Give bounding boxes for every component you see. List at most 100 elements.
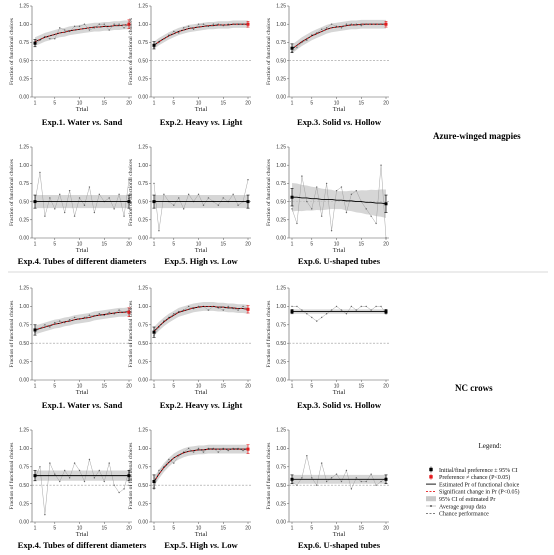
average-data-point: [227, 449, 229, 452]
endpoint-marker: [246, 200, 250, 204]
x-tick-label: 15: [220, 242, 226, 248]
y-tick-label: 0.00: [276, 236, 286, 242]
average-data-point: [93, 477, 96, 479]
panel-title-part: Exp.5. High: [164, 256, 208, 266]
x-tick-label: 1: [291, 526, 294, 532]
average-data-point: [63, 211, 66, 214]
endpoint-marker: [290, 195, 294, 199]
average-data-point: [182, 208, 185, 210]
average-data-point: [375, 222, 377, 225]
y-axis-label: Fraction of functional choices: [127, 18, 134, 85]
y-tick-label: 0.25: [138, 501, 148, 507]
panel-title-part: Exp.5. High: [164, 540, 208, 550]
average-data-point: [54, 38, 56, 40]
ci-band: [154, 444, 248, 486]
average-data-point: [197, 447, 200, 450]
x-tick-label: 15: [101, 384, 107, 390]
x-tick-label: 20: [245, 384, 251, 390]
average-data-point: [123, 27, 125, 29]
average-data-point: [103, 480, 105, 483]
legend-item-initial-final: Initial/final preference ± 95% CI: [429, 466, 518, 474]
y-tick-label: 1.00: [19, 22, 29, 28]
average-data-point: [108, 311, 110, 313]
panel-title: Exp.2. Heavy vs. Light: [160, 117, 243, 127]
average-data-point: [306, 39, 308, 41]
endpoint-marker: [246, 22, 250, 26]
average-data-point: [345, 469, 348, 472]
x-tick-label: 1: [34, 242, 37, 248]
average-data-point: [63, 469, 66, 472]
y-tick-label: 1.25: [138, 286, 148, 292]
average-data-point: [311, 477, 313, 479]
average-data-point: [59, 27, 61, 29]
y-tick-label: 0.75: [138, 181, 148, 187]
average-data-point: [355, 309, 358, 311]
average-data-point: [350, 193, 353, 196]
x-tick-label: 15: [101, 101, 107, 107]
endpoint-marker: [127, 200, 131, 204]
x-tick-label: 10: [334, 101, 340, 107]
average-data-point: [335, 473, 338, 475]
ci-band: [154, 301, 248, 336]
average-data-point: [291, 305, 293, 308]
average-data-point: [365, 305, 367, 308]
y-tick-label: 0.50: [19, 199, 29, 205]
average-data-point: [340, 186, 343, 188]
x-tick-label: 10: [77, 384, 83, 390]
x-tick-label: 5: [53, 242, 56, 248]
y-tick-label: 0.75: [19, 465, 29, 471]
average-data-point: [207, 197, 210, 199]
panel-title-part: Light: [222, 400, 242, 410]
average-data-point: [88, 29, 91, 31]
average-data-point: [123, 488, 125, 490]
x-tick-label: 5: [310, 101, 313, 107]
average-data-point: [306, 455, 308, 457]
legend-swatch-point: [430, 505, 432, 507]
y-tick-label: 0.25: [276, 77, 286, 83]
average-data-point: [380, 480, 382, 483]
average-data-point: [113, 208, 115, 210]
y-tick-label: 0.75: [19, 323, 29, 329]
endpoint-marker: [384, 310, 388, 314]
x-axis-label: Trial: [76, 106, 89, 113]
panel-title: Exp.5. High vs. Low: [164, 256, 238, 266]
y-tick-label: 0.25: [276, 501, 286, 507]
panel-title-part: Sand: [104, 117, 123, 127]
y-tick-label: 0.50: [138, 483, 148, 489]
y-tick-label: 0.50: [276, 58, 286, 64]
y-tick-label: 1.00: [138, 22, 148, 28]
y-axis-label: Fraction of functional choices: [265, 443, 272, 510]
panel-title-vs: vs.: [341, 400, 355, 410]
x-tick-label: 1: [34, 384, 37, 390]
average-data-point: [98, 193, 101, 196]
average-data-point: [212, 23, 215, 25]
endpoint-marker: [33, 200, 37, 204]
y-tick-label: 1.25: [276, 4, 286, 10]
panel-title-part: Low: [222, 540, 239, 550]
average-data-point: [103, 23, 105, 25]
plot-area: [289, 6, 389, 97]
x-tick-label: 15: [220, 526, 226, 532]
legend-swatch-square: [429, 475, 433, 479]
average-data-point: [49, 326, 51, 328]
average-data-point: [355, 477, 358, 479]
x-axis-label: Trial: [195, 531, 208, 538]
average-data-point: [187, 447, 190, 450]
x-axis-label: Trial: [333, 389, 346, 396]
average-data-point: [247, 179, 249, 181]
x-tick-label: 15: [358, 384, 364, 390]
average-data-point: [49, 462, 51, 464]
average-data-point: [330, 230, 333, 232]
average-data-point: [83, 480, 86, 483]
y-tick-label: 1.25: [138, 145, 148, 151]
y-tick-label: 1.25: [276, 428, 286, 434]
y-axis-label: Fraction of functional choices: [8, 18, 15, 85]
average-data-point: [301, 175, 303, 177]
ci-band: [35, 20, 129, 47]
significant-change-line: [291, 23, 386, 50]
average-data-point: [192, 28, 195, 30]
y-tick-label: 0.75: [276, 40, 286, 46]
y-tick-label: 1.00: [276, 304, 286, 310]
average-data-point: [187, 305, 190, 308]
